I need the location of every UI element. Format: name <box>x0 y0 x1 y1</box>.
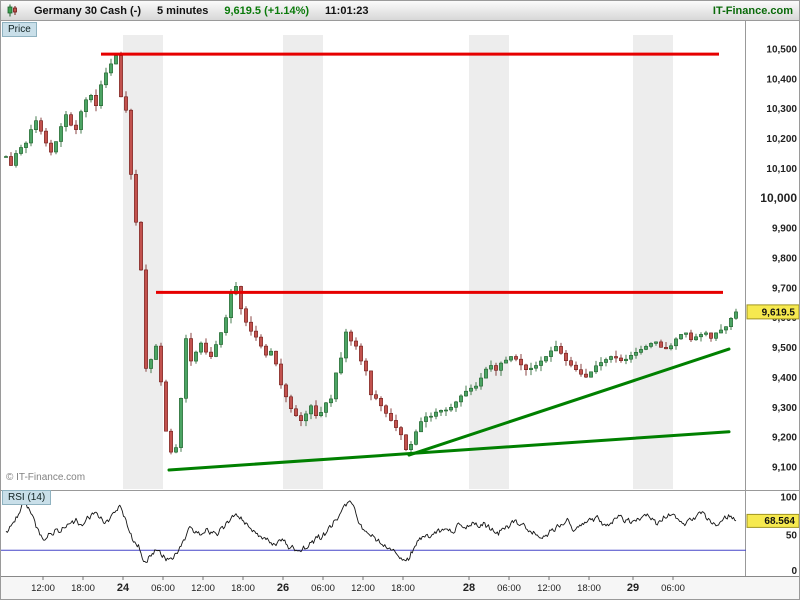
time-axis-label: 18:00 <box>231 583 255 594</box>
tab-price[interactable]: Price <box>2 22 37 37</box>
time-axis-label: 06:00 <box>661 583 685 594</box>
rsi-axis-label: 0 <box>791 566 797 577</box>
price-axis-label: 9,400 <box>772 373 797 384</box>
price-axis-label: 9,100 <box>772 463 797 474</box>
time-axis-label: 18:00 <box>391 583 415 594</box>
candlestick-icon <box>7 4 18 17</box>
brand-logo: IT-Finance.com <box>712 4 793 17</box>
time-axis-label: 18:00 <box>577 583 601 594</box>
price-axis-label: 10,500 <box>766 45 797 56</box>
timeframe-label: 5 minutes <box>156 4 209 17</box>
price-axis-label: 10,400 <box>766 74 797 85</box>
price-axis-label: 9,900 <box>772 224 797 235</box>
time-axis-label: 29 <box>627 582 639 594</box>
chart-canvas[interactable]: 10,500 10,400 10,300 10,200 10,100 10,000 9,90… <box>1 21 800 600</box>
trend-line <box>407 347 731 457</box>
price-axis-label: 10,300 <box>766 104 797 115</box>
price-axis-label: 10,200 <box>766 134 797 145</box>
price-axis-label: 9,300 <box>772 403 797 414</box>
price-axis-label: 10,100 <box>766 164 797 175</box>
rsi-axis-label: 100 <box>780 493 797 504</box>
time-axis-label: 12:00 <box>191 583 215 594</box>
price-axis-label: 10,000 <box>760 191 797 205</box>
last-price-badge <box>746 304 799 320</box>
clock: 11:01:23 <box>325 4 369 17</box>
time-axis-label: 12:00 <box>537 583 561 594</box>
price-axis-label: 9,800 <box>772 254 797 265</box>
time-axis-label: 12:00 <box>351 583 375 594</box>
time-axis-label: 12:00 <box>31 583 55 594</box>
time-axis-label: 06:00 <box>151 583 175 594</box>
time-axis-label: 18:00 <box>71 583 95 594</box>
instrument-name: Germany 30 Cash (-) <box>34 4 141 17</box>
svg-text:68.564: 68.564 <box>764 516 795 527</box>
title-bar: Germany 30 Cash (-) 5 minutes 9,619.5 (+… <box>1 1 799 21</box>
time-axis-label: 28 <box>463 582 475 594</box>
copyright-text: © IT-Finance.com <box>6 472 86 483</box>
rsi-badge <box>746 513 799 528</box>
time-axis-label: 06:00 <box>311 583 335 594</box>
time-axis-label: 24 <box>117 582 130 594</box>
tab-rsi[interactable]: RSI (14) <box>2 490 52 505</box>
price-axis-label: 9,200 <box>772 433 797 444</box>
svg-text:9,619.5: 9,619.5 <box>762 307 796 318</box>
rsi-line <box>5 500 737 563</box>
last-price-text: 9,619.5 (+1.14%) <box>224 4 310 17</box>
price-axis-label: 9,500 <box>772 343 797 354</box>
time-axis-label: 06:00 <box>497 583 521 594</box>
rsi-axis-label: 50 <box>786 531 798 542</box>
trend-line <box>167 430 731 472</box>
session-bands <box>123 35 673 489</box>
candles <box>4 51 738 455</box>
price-axis-label: 9,700 <box>772 283 797 294</box>
time-axis-label: 26 <box>277 582 289 594</box>
